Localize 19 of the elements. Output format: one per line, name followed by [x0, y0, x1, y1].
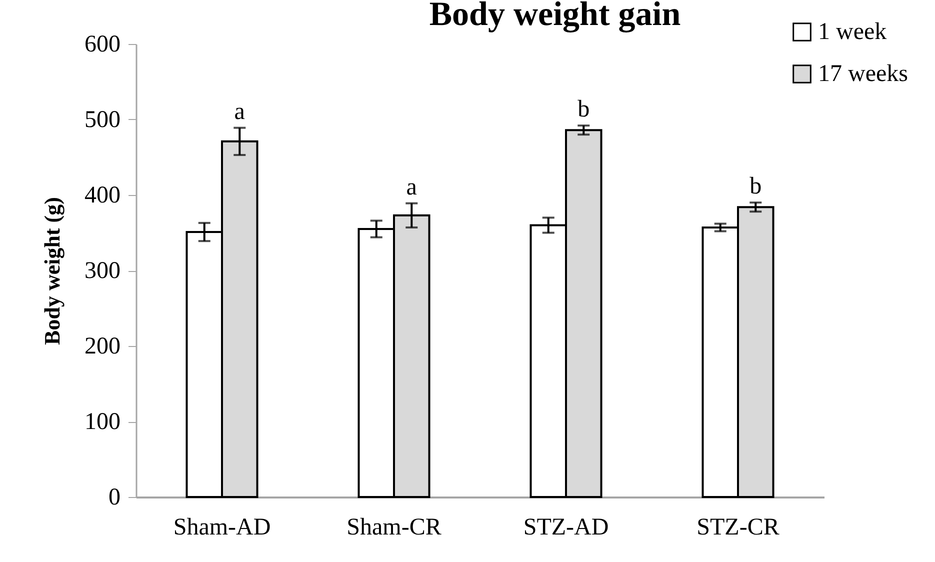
y-tick-label: 600 — [84, 32, 120, 58]
y-tick-label: 100 — [84, 409, 120, 435]
chart-title: Body weight gain — [429, 0, 681, 33]
annotation: a — [406, 174, 418, 200]
annotation: b — [578, 96, 590, 123]
y-tick-label: 400 — [84, 182, 120, 208]
annotation: a — [234, 98, 246, 125]
legend-label: 17 weeks — [818, 61, 908, 87]
x-tick-label: Sham-CR — [346, 514, 442, 540]
legend-label: 1 week — [818, 19, 887, 45]
y-axis-title: Body weight (g) — [40, 197, 64, 345]
y-tick-label: 500 — [84, 107, 120, 133]
y-tick-label: 300 — [84, 258, 120, 284]
x-tick-label: STZ-AD — [523, 514, 609, 540]
y-tick-label: 200 — [84, 334, 120, 360]
annotation: b — [750, 174, 762, 200]
x-tick-label: STZ-CR — [696, 514, 780, 540]
x-tick-label: Sham-AD — [173, 514, 271, 540]
y-tick-label: 0 — [108, 484, 120, 510]
